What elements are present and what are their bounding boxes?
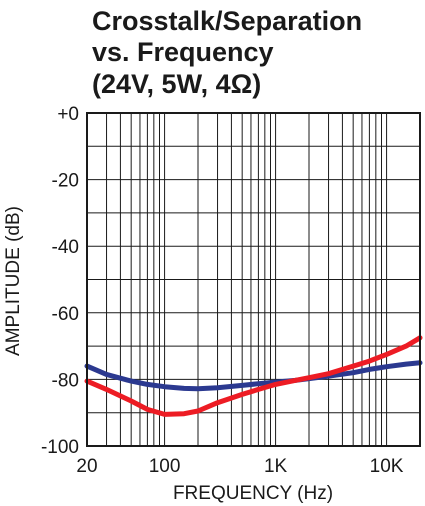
chart-title-line-1: Crosstalk/Separation	[92, 6, 362, 36]
x-tick-label: 100	[149, 456, 181, 477]
plot-grid	[87, 113, 420, 446]
series-line-1	[84, 360, 423, 392]
series-line-2	[84, 335, 423, 417]
x-axis-ticks: 20 100 1K 10K	[76, 456, 403, 477]
y-tick-label: -20	[52, 171, 79, 192]
plot-frame	[86, 112, 421, 447]
x-tick-label: 20	[76, 456, 97, 477]
y-tick-label: -60	[52, 304, 79, 325]
x-axis-label: FREQUENCY (Hz)	[173, 483, 333, 504]
y-tick-label: -100	[41, 437, 79, 458]
x-tick-label: 10K	[370, 456, 404, 477]
y-tick-label: +0	[57, 104, 79, 125]
y-axis-ticks: +0 -20 -40 -60 -80 -100	[41, 104, 79, 458]
plot-series	[84, 335, 423, 417]
y-tick-label: -40	[52, 237, 79, 258]
y-axis-label: AMPLITUDE (dB)	[3, 206, 24, 356]
x-tick-label: 1K	[264, 456, 288, 477]
chart-title-line-2: vs. Frequency	[92, 37, 274, 67]
y-tick-label: -80	[52, 370, 79, 391]
chart-title-line-3: (24V, 5W, 4Ω)	[92, 69, 261, 99]
